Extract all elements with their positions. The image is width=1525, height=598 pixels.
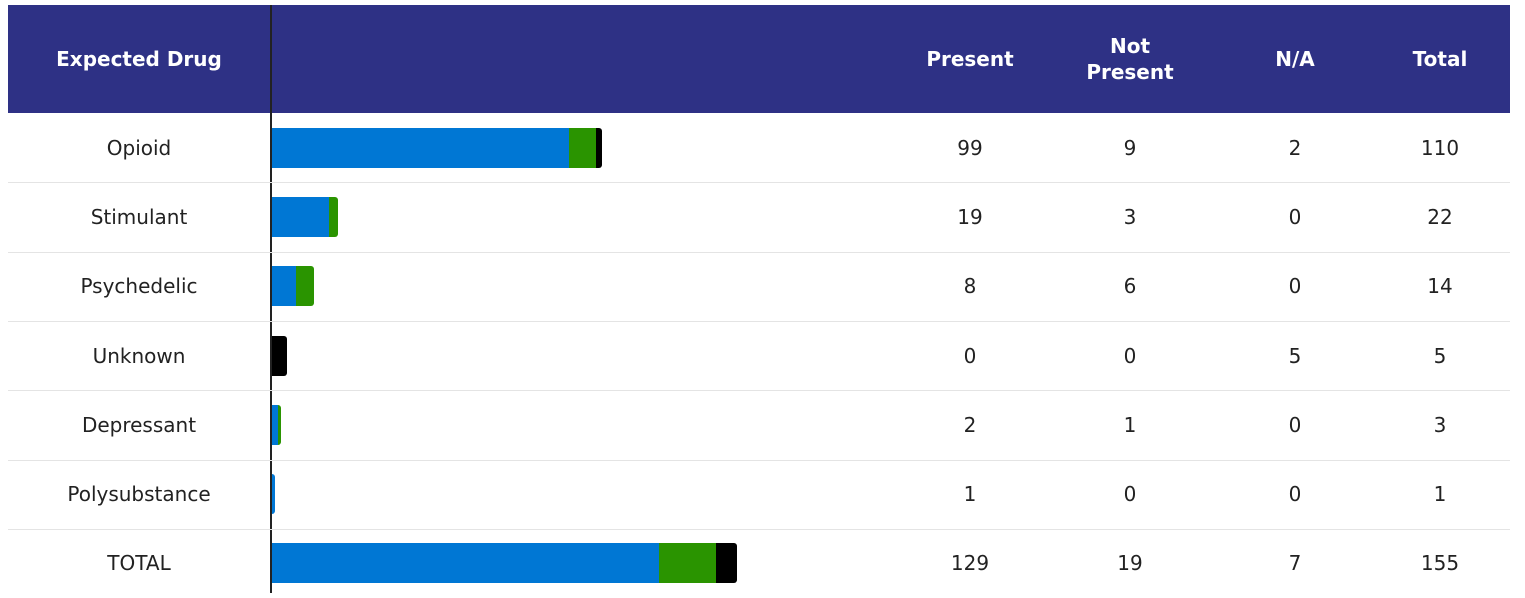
- bar-segment: [272, 404, 278, 445]
- count: 0: [963, 343, 977, 368]
- count: 129: [950, 551, 990, 576]
- header-bar: [8, 5, 1510, 113]
- drug-name: Polysubstance: [67, 482, 211, 507]
- drug-name: Unknown: [92, 343, 186, 368]
- row-separator: [8, 320, 1510, 322]
- total: 5: [1433, 343, 1447, 368]
- total: 14: [1427, 274, 1453, 299]
- count: 0: [1288, 274, 1302, 299]
- bar-segment: [272, 266, 296, 307]
- bar-segment: [596, 127, 602, 168]
- count: 5: [1288, 343, 1302, 368]
- count: 0: [1288, 412, 1302, 437]
- count: 19: [957, 204, 983, 229]
- total: 155: [1420, 551, 1460, 576]
- count: 2: [1288, 135, 1302, 160]
- row-separator: [8, 251, 1510, 253]
- count: 1: [1123, 412, 1137, 437]
- bar-segment: [716, 543, 737, 584]
- drug-name: Opioid: [106, 135, 172, 160]
- header-column: Total: [1412, 47, 1468, 71]
- drug-name: Depressant: [81, 412, 197, 437]
- total: 1: [1433, 482, 1447, 507]
- count: 1: [963, 482, 977, 507]
- bar-segment: [272, 335, 287, 376]
- total: 110: [1420, 135, 1460, 160]
- bar-segment: [569, 127, 596, 168]
- drug-name: Stimulant: [90, 204, 188, 229]
- total: 3: [1433, 412, 1447, 437]
- count: 9: [1123, 135, 1137, 160]
- count: 6: [1123, 274, 1137, 299]
- header-column: Not Present: [1086, 34, 1174, 84]
- bar-segment: [272, 543, 659, 584]
- row-separator: [8, 390, 1510, 392]
- row-separator: [8, 182, 1510, 184]
- count: 8: [963, 274, 977, 299]
- bar-segment: [272, 127, 569, 168]
- bar-segment: [272, 474, 275, 515]
- count: 19: [1117, 551, 1143, 576]
- total: 22: [1427, 204, 1453, 229]
- count: 99: [957, 135, 983, 160]
- bar-segment: [272, 196, 329, 237]
- drug-name: TOTAL: [107, 551, 171, 576]
- bar-segment: [659, 543, 716, 584]
- header-column: Present: [926, 47, 1014, 71]
- column-divider: [270, 5, 272, 593]
- count: 7: [1288, 551, 1302, 576]
- bar-segment: [296, 266, 314, 307]
- count: 0: [1288, 482, 1302, 507]
- count: 2: [963, 412, 977, 437]
- count: 0: [1123, 343, 1137, 368]
- drug-name: Psychedelic: [80, 274, 198, 299]
- row-separator: [8, 528, 1510, 530]
- header-label: Expected Drug: [56, 47, 222, 71]
- bar-segment: [329, 196, 338, 237]
- row-separator: [8, 459, 1510, 461]
- count: 0: [1288, 204, 1302, 229]
- header-column: N/A: [1275, 47, 1315, 71]
- count: 0: [1123, 482, 1137, 507]
- count: 3: [1123, 204, 1137, 229]
- bar-segment: [278, 404, 281, 445]
